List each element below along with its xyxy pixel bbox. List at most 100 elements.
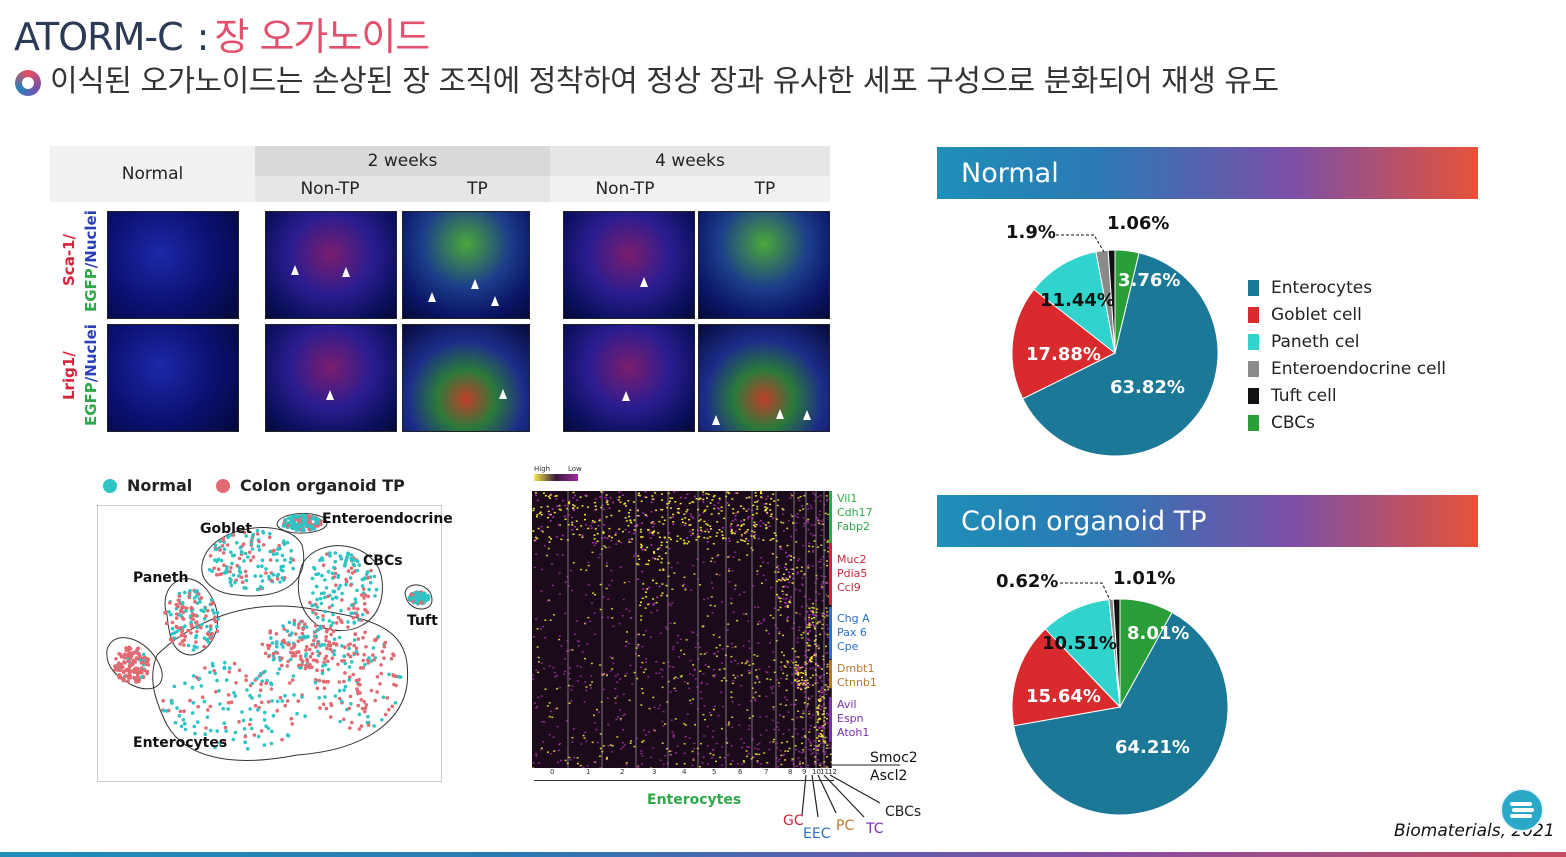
- tsne-dot: [357, 712, 362, 717]
- tsne-dot: [279, 565, 283, 569]
- heatmap-cell: [584, 622, 587, 624]
- heatmap-cell: [594, 542, 597, 544]
- heatmap-cell: [812, 549, 815, 552]
- arrowhead-marker: [491, 296, 499, 306]
- heatmap-cell: [650, 611, 653, 614]
- heatmap-cell: [730, 696, 733, 698]
- heatmap-cell: [756, 508, 759, 510]
- heatmap-cell: [775, 566, 778, 569]
- heatmap-cell: [702, 561, 705, 564]
- heatmap-cell: [794, 679, 797, 682]
- tsne-dot: [393, 701, 398, 705]
- heatmap-cell: [807, 696, 810, 699]
- heatmap-cell: [625, 640, 628, 643]
- tsne-dot: [231, 533, 236, 537]
- tsne-dot: [183, 634, 188, 639]
- heatmap-cell: [599, 747, 602, 750]
- heatmap-cell: [718, 574, 721, 576]
- heatmap-cell: [594, 722, 597, 724]
- heatmap-cell: [788, 581, 791, 584]
- arrowhead-marker: [428, 292, 436, 302]
- heatmap-cell: [809, 667, 812, 670]
- heatmap-cell: [593, 521, 596, 523]
- tsne-dot: [261, 543, 266, 547]
- heatmap-cell: [823, 723, 826, 726]
- heatmap-cell: [731, 498, 734, 500]
- heatmap-cell: [764, 508, 767, 511]
- tsne-dot: [241, 542, 246, 546]
- heatmap-cell: [822, 750, 825, 753]
- tsne-dot: [208, 728, 213, 733]
- heatmap-cell: [752, 696, 755, 699]
- heatmap-cell: [773, 659, 776, 661]
- tsne-dot: [366, 575, 371, 580]
- heatmap-cell: [694, 669, 696, 671]
- heatmap-cell: [754, 501, 757, 503]
- tsne-dot: [274, 641, 279, 646]
- heatmap-cell: [800, 766, 803, 768]
- gene-label-extra: Smoc2 Ascl2: [870, 749, 918, 785]
- tsne-dot: [307, 527, 311, 532]
- heatmap-cell: [566, 507, 569, 510]
- col-header-normal: Normal: [50, 146, 255, 202]
- tsne-dot: [336, 573, 341, 578]
- heatmap-cell: [780, 763, 783, 766]
- heatmap-cell: [767, 562, 769, 564]
- heatmap-cell: [813, 617, 816, 619]
- heatmap-cell: [652, 534, 655, 536]
- gene-label: Ccl9: [837, 581, 861, 594]
- tsne-dot: [247, 550, 252, 555]
- heatmap-cell: [797, 683, 800, 685]
- heatmap-cell: [547, 547, 550, 550]
- heatmap-cell: [821, 529, 823, 531]
- heatmap-cell: [750, 700, 752, 702]
- heatmap-cell: [827, 540, 830, 542]
- pie-normal-label-eec: 1.9%: [1006, 222, 1056, 243]
- tsne-dot: [369, 568, 373, 573]
- pie-slice-enterocytes: [1022, 252, 1219, 457]
- heatmap-cell: [703, 537, 706, 539]
- heatmap-cell: [699, 691, 702, 693]
- heatmap-cell: [775, 540, 778, 542]
- heatmap-cell: [804, 757, 807, 759]
- tsne-dots: [113, 513, 431, 751]
- tsne-dot: [170, 620, 175, 625]
- heatmap-cell: [738, 593, 741, 596]
- heatmap-cell: [791, 758, 794, 760]
- heatmap-cell: [745, 750, 748, 752]
- heatmap-cell: [748, 497, 751, 499]
- heatmap-cell: [540, 662, 543, 664]
- banner-normal-text: Normal: [961, 157, 1059, 189]
- heatmap-cell: [704, 718, 706, 721]
- heatmap-cell: [746, 554, 749, 556]
- heatmap-cell: [706, 725, 709, 728]
- tsne-dot: [336, 662, 340, 667]
- tsne-dot: [134, 680, 138, 684]
- heatmap-cell: [742, 523, 745, 526]
- heatmap-cell: [804, 661, 807, 664]
- heatmap-cell: [659, 704, 662, 707]
- tsne-dot: [366, 714, 370, 719]
- tsne-dot: [375, 675, 380, 679]
- heatmap-cell: [776, 504, 779, 507]
- heatmap-cell: [639, 531, 642, 533]
- tsne-dot: [278, 695, 283, 700]
- heatmap-cell: [576, 499, 579, 502]
- heatmap-cell: [651, 526, 654, 528]
- heatmap-cell: [796, 566, 799, 569]
- tsne-dot: [323, 663, 328, 667]
- heatmap-cell: [556, 725, 559, 728]
- tsne-dot: [339, 699, 344, 704]
- heatmap-cell: [789, 576, 791, 578]
- heatmap-cell: [747, 752, 750, 755]
- heatmap-cell: [667, 502, 670, 504]
- heatmap-cell: [625, 763, 628, 766]
- tsne-dot: [237, 574, 241, 578]
- heatmap-cell: [636, 508, 639, 511]
- heatmap-cell: [798, 680, 801, 682]
- micro-image-2w-nontp-lrig1: [265, 324, 397, 432]
- heatmap-cell: [816, 737, 819, 739]
- arrowhead-marker: [342, 267, 350, 277]
- heatmap-cell: [813, 625, 816, 627]
- heatmap-cell: [571, 516, 574, 519]
